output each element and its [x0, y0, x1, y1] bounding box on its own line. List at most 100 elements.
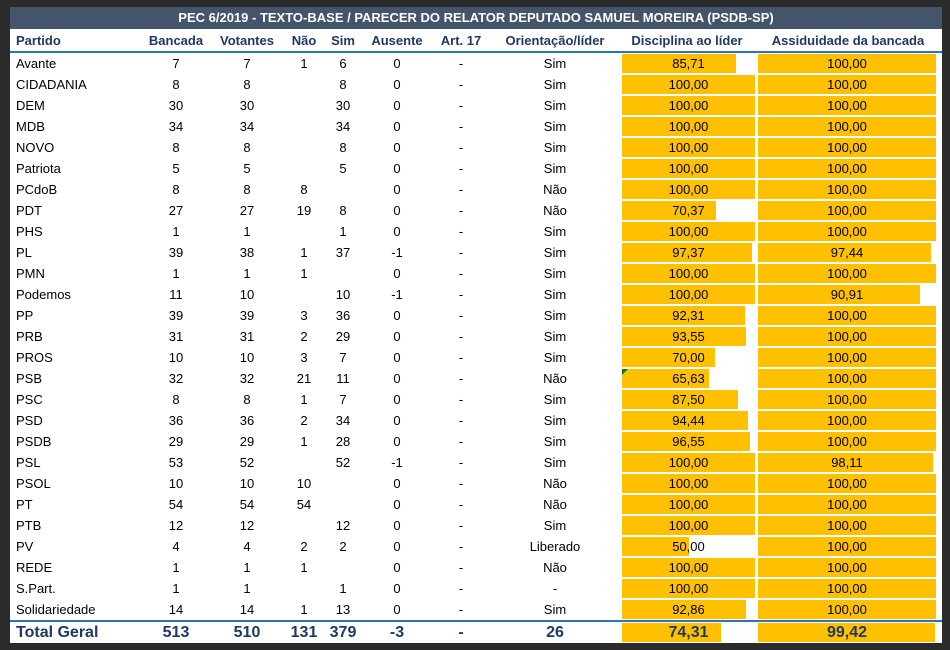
disciplina-bar	[622, 54, 736, 73]
cell-sim: 1	[339, 224, 347, 239]
header-art17[interactable]: Art. 17	[440, 33, 482, 48]
table-row[interactable]: PL 39 38 1 37 -1 - Sim 97,37 97,44	[10, 242, 942, 263]
cell-sim: 6	[339, 56, 347, 71]
table-row[interactable]: PROS 10 10 3 7 0 - Sim 70,00 100,00	[10, 347, 942, 368]
cell-assiduidade: 100,00	[758, 54, 936, 73]
table-row[interactable]: PV 4 4 2 2 0 - Liberado 50,00 100,00	[10, 536, 942, 557]
header-nao[interactable]: Não	[291, 33, 317, 48]
disciplina-bar	[622, 474, 755, 493]
table-row[interactable]: Solidariedade 14 14 1 13 0 - Sim 92,86 100,00	[10, 599, 942, 620]
header-orientacao[interactable]: Orientação/líder	[505, 33, 605, 48]
cell-ausente: 0	[393, 266, 401, 281]
cell-ausente: 0	[393, 182, 401, 197]
cell-partido: PROS	[16, 350, 53, 365]
assiduidade-value: 100,00	[827, 98, 867, 113]
disciplina-value: 100,00	[668, 497, 709, 512]
cell-assiduidade: 100,00	[758, 390, 936, 409]
disciplina-bar	[622, 180, 755, 199]
header-sim[interactable]: Sim	[331, 33, 355, 48]
total-bancada: 513	[162, 624, 190, 641]
table-row[interactable]: DEM 30 30 30 0 - Sim 100,00 100,00	[10, 95, 942, 116]
table-row[interactable]: Podemos 11 10 10 -1 - Sim 100,00 90,91	[10, 284, 942, 305]
cell-disciplina: 85,71	[622, 54, 755, 73]
cell-art17: -	[458, 161, 464, 176]
cell-assiduidade: 100,00	[758, 537, 936, 556]
cell-partido: Avante	[16, 56, 57, 71]
disciplina-bar	[622, 159, 755, 178]
table-row[interactable]: PT 54 54 54 0 - Não 100,00 100,00	[10, 494, 942, 515]
cell-sim	[326, 179, 360, 200]
table-row[interactable]: PSL 53 52 52 -1 - Sim 100,00 98,11	[10, 452, 942, 473]
cell-art17: -	[458, 392, 464, 407]
disciplina-value: 65,63	[672, 371, 705, 386]
cell-bancada: 10	[168, 350, 184, 365]
table-row[interactable]: PSDB 29 29 1 28 0 - Sim 96,55 100,00	[10, 431, 942, 452]
cell-ausente: 0	[393, 539, 401, 554]
cell-orientacao: Sim	[543, 266, 567, 281]
total-row[interactable]: Total Geral 513 510 131 379 -3 - 26 74,3…	[10, 620, 942, 643]
disciplina-value: 87,50	[672, 392, 705, 407]
disciplina-bar	[622, 495, 755, 514]
table-row[interactable]: PTB 12 12 12 0 - Sim 100,00 100,00	[10, 515, 942, 536]
assiduidade-value: 100,00	[827, 539, 867, 554]
header-bancada[interactable]: Bancada	[148, 33, 204, 48]
cell-votantes: 27	[239, 203, 255, 218]
table-row[interactable]: PSB 32 32 21 11 0 - Não 65,63 100,00	[10, 368, 942, 389]
table-row[interactable]: PDT 27 27 19 8 0 - Não 70,37 100,00	[10, 200, 942, 221]
header-disciplina[interactable]: Disciplina ao líder	[631, 33, 743, 48]
disciplina-bar	[622, 327, 747, 346]
assiduidade-bar	[758, 390, 936, 409]
table-row[interactable]: PHS 1 1 1 0 - Sim 100,00 100,00	[10, 221, 942, 242]
cell-sim: 7	[339, 350, 347, 365]
cell-sim: 2	[339, 539, 347, 554]
table-row[interactable]: PSOL 10 10 10 0 - Não 100,00 100,00	[10, 473, 942, 494]
table-row[interactable]: NOVO 8 8 8 0 - Sim 100,00 100,00	[10, 137, 942, 158]
disciplina-value: 93,55	[672, 329, 705, 344]
cell-disciplina: 94,44	[622, 411, 755, 430]
assiduidade-value: 100,00	[827, 581, 867, 596]
table-row[interactable]: PMN 1 1 1 0 - Sim 100,00 100,00	[10, 263, 942, 284]
table-row[interactable]: PSD 36 36 2 34 0 - Sim 94,44 100,00	[10, 410, 942, 431]
cell-partido: PV	[16, 539, 34, 554]
cell-art17: -	[458, 476, 464, 491]
cell-art17: -	[458, 98, 464, 113]
cell-ausente: 0	[393, 560, 401, 575]
table-row[interactable]: PCdoB 8 8 8 0 - Não 100,00 100,00	[10, 179, 942, 200]
table-row[interactable]: S.Part. 1 1 1 0 - - 100,00 100,00	[10, 578, 942, 599]
table-row[interactable]: PRB 31 31 2 29 0 - Sim 93,55 100,00	[10, 326, 942, 347]
cell-bancada: 34	[168, 119, 184, 134]
cell-orientacao: Sim	[543, 287, 567, 302]
cell-partido: PSC	[16, 392, 43, 407]
table-row[interactable]: PP 39 39 3 36 0 - Sim 92,31 100,00	[10, 305, 942, 326]
header-partido[interactable]: Partido	[16, 33, 61, 48]
table-row[interactable]: REDE 1 1 1 0 - Não 100,00 100,00	[10, 557, 942, 578]
table-row[interactable]: PSC 8 8 1 7 0 - Sim 87,50 100,00	[10, 389, 942, 410]
header-assiduidade[interactable]: Assiduidade da bancada	[771, 33, 925, 48]
cell-bancada: 8	[172, 140, 180, 155]
cell-art17: -	[458, 371, 464, 386]
cell-disciplina: 100,00	[622, 285, 755, 304]
cell-art17: -	[458, 56, 464, 71]
cell-sim: 52	[335, 455, 351, 470]
cell-partido: PSOL	[16, 476, 51, 491]
cell-nao: 8	[300, 182, 308, 197]
cell-disciplina: 100,00	[622, 453, 755, 472]
cell-sim: 8	[339, 140, 347, 155]
table-row[interactable]: CIDADANIA 8 8 8 0 - Sim 100,00 100,00	[10, 74, 942, 95]
cell-ausente: -1	[391, 287, 403, 302]
cell-orientacao: Sim	[543, 140, 567, 155]
disciplina-value: 85,71	[672, 56, 705, 71]
header-votantes[interactable]: Votantes	[220, 33, 274, 48]
cell-nao: 3	[300, 350, 308, 365]
assiduidade-value: 100,00	[827, 371, 867, 386]
cell-sim: 37	[335, 245, 351, 260]
table-row[interactable]: Patriota 5 5 5 0 - Sim 100,00 100,00	[10, 158, 942, 179]
assiduidade-value: 100,00	[827, 518, 867, 533]
cell-orientacao: Sim	[543, 161, 567, 176]
disciplina-bar	[622, 75, 755, 94]
table-row[interactable]: Avante 7 7 1 6 0 - Sim 85,71 100,00	[10, 53, 942, 74]
header-ausente[interactable]: Ausente	[371, 33, 423, 48]
cell-bancada: 8	[172, 392, 180, 407]
cell-partido: PCdoB	[16, 182, 58, 197]
table-row[interactable]: MDB 34 34 34 0 - Sim 100,00 100,00	[10, 116, 942, 137]
